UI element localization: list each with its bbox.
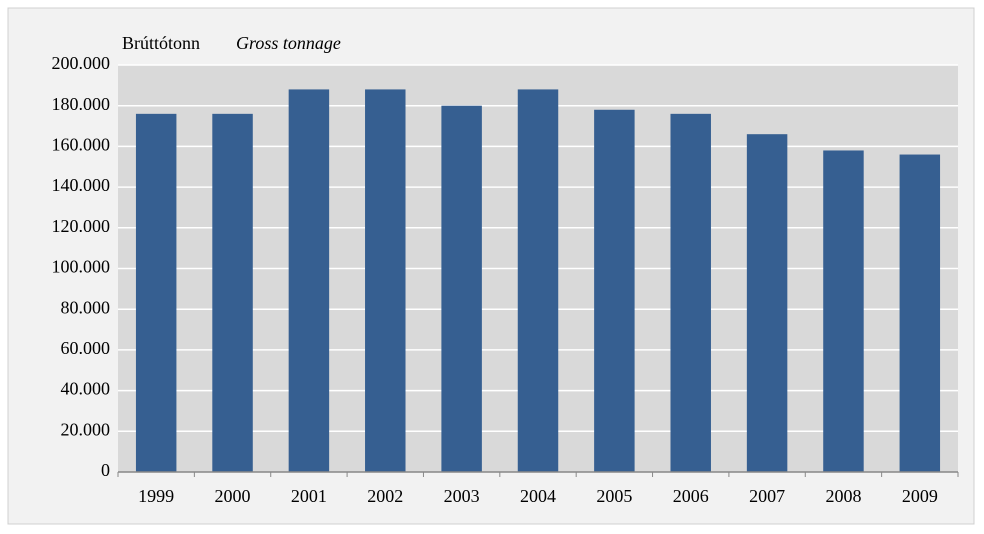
y-tick-label: 200.000 <box>52 53 111 73</box>
x-tick-label: 2005 <box>596 486 632 506</box>
bar <box>670 113 711 472</box>
bar <box>899 154 941 473</box>
y-axis-label-en: Gross tonnage <box>236 33 341 53</box>
x-tick-label: 1999 <box>138 486 174 506</box>
x-tick-label: 2008 <box>825 486 861 506</box>
bar <box>594 109 635 473</box>
x-tick-label: 2004 <box>520 486 556 506</box>
bar <box>135 113 177 472</box>
bar <box>517 89 559 473</box>
bar <box>212 113 253 472</box>
y-tick-label: 140.000 <box>52 175 111 195</box>
x-tick-label: 2006 <box>673 486 709 506</box>
x-tick-label: 2002 <box>367 486 403 506</box>
x-tick-label: 2001 <box>291 486 327 506</box>
y-tick-label: 160.000 <box>52 135 111 155</box>
y-tick-label: 180.000 <box>52 94 111 114</box>
y-tick-label: 60.000 <box>61 338 111 358</box>
y-axis-label: Brúttótonn <box>122 33 200 53</box>
bar <box>288 89 330 473</box>
x-tick-label: 2003 <box>444 486 480 506</box>
x-tick-label: 2000 <box>215 486 251 506</box>
bar <box>746 134 788 472</box>
y-tick-label: 100.000 <box>52 257 111 277</box>
bar <box>365 89 406 473</box>
bar <box>823 150 864 472</box>
bar <box>441 105 482 472</box>
x-tick-label: 2007 <box>749 486 785 506</box>
y-tick-label: 120.000 <box>52 216 111 236</box>
y-tick-label: 40.000 <box>61 379 111 399</box>
y-tick-label: 80.000 <box>61 297 111 317</box>
y-tick-label: 20.000 <box>61 419 111 439</box>
x-tick-label: 2009 <box>902 486 938 506</box>
y-tick-label: 0 <box>101 460 110 480</box>
